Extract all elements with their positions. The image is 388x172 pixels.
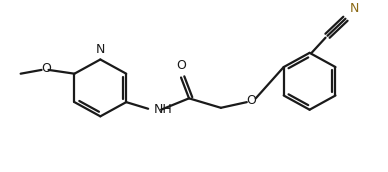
Text: O: O xyxy=(176,59,186,72)
Text: O: O xyxy=(42,62,52,76)
Text: NH: NH xyxy=(154,103,173,116)
Text: N: N xyxy=(350,2,359,15)
Text: O: O xyxy=(246,94,256,107)
Text: N: N xyxy=(96,43,105,56)
